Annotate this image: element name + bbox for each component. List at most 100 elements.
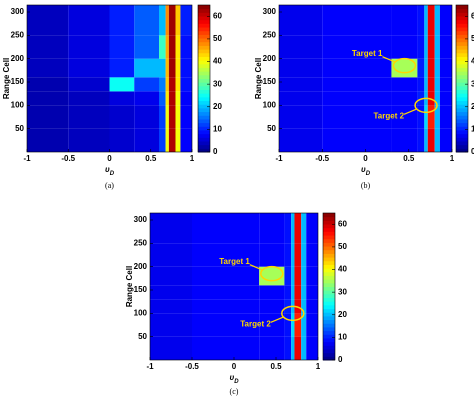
colorbar-step (456, 85, 468, 91)
heat-cell (322, 91, 366, 106)
colorbar-step (198, 133, 210, 138)
heat-cell (427, 35, 435, 59)
heat-cell (109, 58, 135, 78)
colorbar-step (456, 107, 468, 113)
y-tick-label: 300 (263, 7, 277, 16)
colorbar-step (323, 260, 335, 265)
colorbar-step (456, 12, 468, 17)
heat-cell (175, 77, 181, 92)
heat-cell (427, 5, 435, 36)
colorbar-step (323, 315, 335, 321)
heat-cell (306, 285, 318, 300)
heat-cell (27, 35, 69, 59)
heat-cell (434, 77, 440, 92)
colorbar-step (198, 104, 210, 109)
colorbar-step (198, 38, 210, 43)
colorbar-step (323, 348, 335, 354)
heat-cell (168, 128, 176, 152)
heat-cell (150, 336, 192, 360)
heat-cell (180, 58, 192, 78)
heat-cell (159, 58, 166, 78)
colorbar-step (456, 133, 468, 138)
heat-cell (27, 128, 69, 152)
colorbar-step (323, 246, 335, 251)
colorbar-step (198, 100, 210, 105)
heat-cell (150, 213, 192, 244)
heat-cell (68, 105, 110, 129)
heat-cell (284, 266, 292, 286)
colorbar-step (323, 356, 335, 361)
heat-cell (306, 336, 318, 360)
colorbar-step (456, 63, 468, 68)
x-tick-label: 1 (450, 154, 455, 163)
colorbar-step (198, 5, 210, 10)
y-tick-label: 150 (134, 285, 148, 294)
x-tick-label: 1 (190, 154, 195, 163)
heat-cell (322, 105, 366, 129)
colorbar-step (456, 34, 468, 39)
heat-cell (259, 336, 285, 360)
colorbar-tick-label: 40 (213, 57, 222, 66)
heat-cell (234, 243, 260, 267)
colorbar-step (323, 275, 335, 280)
colorbar-step (456, 19, 468, 24)
colorbar-step (323, 308, 335, 313)
heat-cell (434, 58, 440, 78)
x-axis-symbol: υ (229, 373, 234, 382)
heat-cell (159, 105, 166, 129)
colorbar-step (323, 330, 335, 335)
x-tick-label: -1 (146, 362, 154, 371)
heat-cell (306, 266, 318, 286)
colorbar-step (323, 279, 335, 284)
heat-cell (168, 58, 176, 78)
colorbar-step (198, 63, 210, 68)
caption: (a) (105, 181, 114, 190)
colorbar-step (323, 326, 335, 332)
heat-cell (301, 213, 307, 244)
colorbar-step (198, 49, 210, 54)
heat-cell (27, 58, 69, 78)
target-arrow (249, 264, 263, 271)
heat-cell (175, 35, 181, 59)
target-arrow (403, 108, 417, 115)
heat-cell (109, 91, 135, 106)
colorbar-step (456, 45, 468, 50)
heat-cell (301, 313, 307, 337)
colorbar-step (198, 71, 210, 76)
heat-cell (259, 213, 285, 244)
colorbar-step (456, 71, 468, 76)
colorbar-step (198, 19, 210, 24)
colorbar-step (323, 337, 335, 343)
heat-cell (322, 128, 366, 152)
colorbar-step (323, 231, 335, 236)
colorbar-step (323, 227, 335, 232)
colorbar-step (198, 23, 210, 28)
heat-cell (294, 336, 302, 360)
heat-cell (424, 35, 428, 59)
y-tick-label: 100 (263, 100, 277, 109)
colorbar-step (323, 268, 335, 273)
colorbar-step (323, 345, 335, 350)
colorbar-tick-label: 50 (213, 34, 222, 43)
x-axis-label: υD (105, 165, 115, 176)
colorbar-step (456, 104, 468, 109)
heat-cell (27, 77, 69, 92)
heat-cell (439, 91, 452, 106)
colorbar-step (198, 89, 210, 94)
heat-cell (427, 105, 435, 129)
caption: (b) (361, 181, 371, 190)
colorbar-step (323, 286, 335, 291)
heat-cell (306, 243, 318, 267)
heat-cell (134, 105, 159, 129)
heat-cell (279, 105, 323, 129)
heat-cell (427, 77, 435, 92)
colorbar-step (323, 264, 335, 269)
heat-cell (134, 35, 159, 59)
heat-cell (68, 58, 110, 78)
heat-cell (291, 243, 295, 267)
heat-cell (306, 313, 318, 337)
heat-cell (365, 128, 392, 152)
heat-cell (424, 105, 428, 129)
target-ellipse (414, 97, 438, 114)
heat-cell (301, 266, 307, 286)
